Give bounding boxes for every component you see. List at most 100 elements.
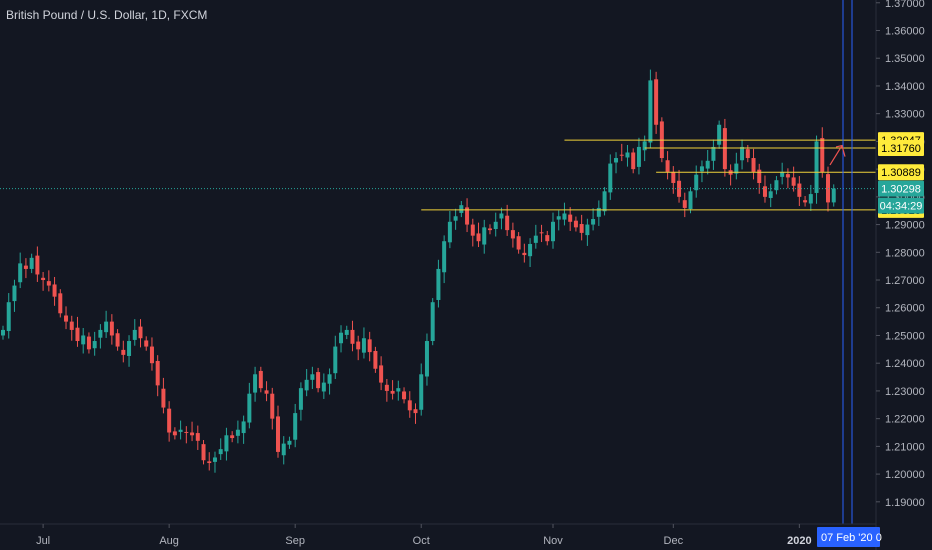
candle-body — [207, 461, 212, 464]
candle-body — [596, 207, 601, 217]
candle-body — [127, 341, 132, 356]
candle-body — [430, 302, 435, 342]
candle-body — [167, 408, 172, 433]
candle-body — [321, 382, 326, 392]
countdown-tag-bg — [878, 197, 924, 214]
candle-body — [218, 449, 223, 455]
price-tick-label: 1.25000 — [885, 330, 925, 342]
price-tick-label: 1.29000 — [885, 220, 925, 232]
price-tick-label: 1.33000 — [885, 109, 925, 121]
candle-body — [424, 341, 429, 377]
candle-body — [361, 338, 366, 353]
candle-body — [551, 221, 555, 242]
price-tick-label: 1.36000 — [885, 25, 925, 37]
candle-body — [247, 393, 252, 423]
candle-body — [149, 346, 154, 364]
candle-body — [81, 335, 86, 345]
candle-body — [762, 186, 767, 197]
candle-body — [316, 372, 321, 389]
candle-body — [774, 180, 779, 191]
price-tick-label: 1.27000 — [885, 275, 925, 287]
candle-body — [797, 183, 802, 197]
candle-body — [699, 166, 704, 172]
candle-body — [41, 277, 46, 281]
date-marker-tag: 07 Feb '20 0 — [821, 532, 882, 544]
candle-body — [705, 160, 710, 169]
candle-body — [717, 124, 722, 145]
price-tick-label: 1.22000 — [885, 414, 925, 426]
candle-body — [367, 339, 372, 353]
candle-body — [350, 329, 355, 344]
candle-body — [814, 141, 819, 193]
candle-body — [608, 163, 613, 193]
current-price-tag: 1.30298 — [881, 184, 921, 196]
candle-body — [459, 205, 464, 213]
candle-body — [516, 236, 521, 250]
candle-body — [493, 221, 498, 230]
candle-body — [64, 315, 69, 322]
candle-body — [264, 390, 269, 394]
candle-body — [104, 321, 109, 333]
price-tick-label: 1.20000 — [885, 469, 925, 481]
candle-body — [98, 329, 103, 338]
time-tick-label: Aug — [159, 535, 179, 547]
candle-body — [155, 360, 160, 386]
candle-body — [109, 321, 114, 336]
candle-body — [625, 152, 630, 158]
candle-body — [602, 191, 607, 212]
candle-body — [407, 400, 412, 411]
candle-body — [390, 390, 395, 394]
chart-title: British Pound / U.S. Dollar, 1D, FXCM — [6, 8, 208, 22]
candle-body — [144, 340, 149, 347]
candle-body — [75, 327, 80, 342]
arrow-icon[interactable] — [829, 145, 843, 166]
candle-body — [671, 171, 676, 183]
candle-body — [12, 285, 17, 302]
price-tick-label: 1.37000 — [885, 0, 925, 10]
candle-body — [573, 220, 578, 228]
candle-body — [270, 393, 275, 419]
candle-body — [614, 158, 619, 163]
candle-body — [505, 215, 510, 231]
candle-body — [654, 79, 659, 125]
candle-body — [585, 224, 590, 236]
candle-body — [304, 379, 309, 391]
time-tick-label: Dec — [664, 535, 684, 547]
candle-body — [310, 374, 315, 380]
candle-body — [528, 243, 533, 257]
candle-body — [333, 346, 338, 374]
candle-body — [562, 213, 567, 220]
candle-body — [281, 443, 286, 456]
candle-body — [384, 384, 389, 391]
price-tick-label: 1.28000 — [885, 247, 925, 259]
candle-body — [499, 213, 504, 219]
candle-body — [470, 224, 475, 236]
countdown-tag: 04:34:29 — [880, 201, 923, 213]
candle-body — [184, 431, 189, 433]
candle-body — [29, 257, 34, 269]
candle-body — [46, 281, 51, 286]
candle-body — [780, 171, 785, 177]
candle-body — [820, 138, 825, 172]
candle-body — [533, 235, 538, 243]
level-price-tag-bg — [878, 140, 924, 157]
candle-body — [442, 241, 447, 273]
candle-body — [476, 233, 481, 242]
time-tick-label: Sep — [285, 535, 305, 547]
candle-body — [803, 200, 808, 203]
candle-body — [373, 350, 378, 369]
date-marker-tag-bg — [817, 527, 880, 547]
candle-body — [539, 232, 544, 234]
candle-body — [132, 329, 137, 340]
candle-body — [293, 413, 298, 440]
candle-body — [487, 228, 492, 231]
candle-body — [190, 432, 195, 436]
candle-body — [682, 200, 687, 208]
level-price-tag: 1.31760 — [881, 143, 921, 155]
arrow-head-icon — [835, 144, 846, 157]
candle-body — [212, 457, 217, 462]
price-tick-label: 1.23000 — [885, 386, 925, 398]
candle-body — [235, 429, 240, 436]
candle-body — [419, 374, 424, 410]
